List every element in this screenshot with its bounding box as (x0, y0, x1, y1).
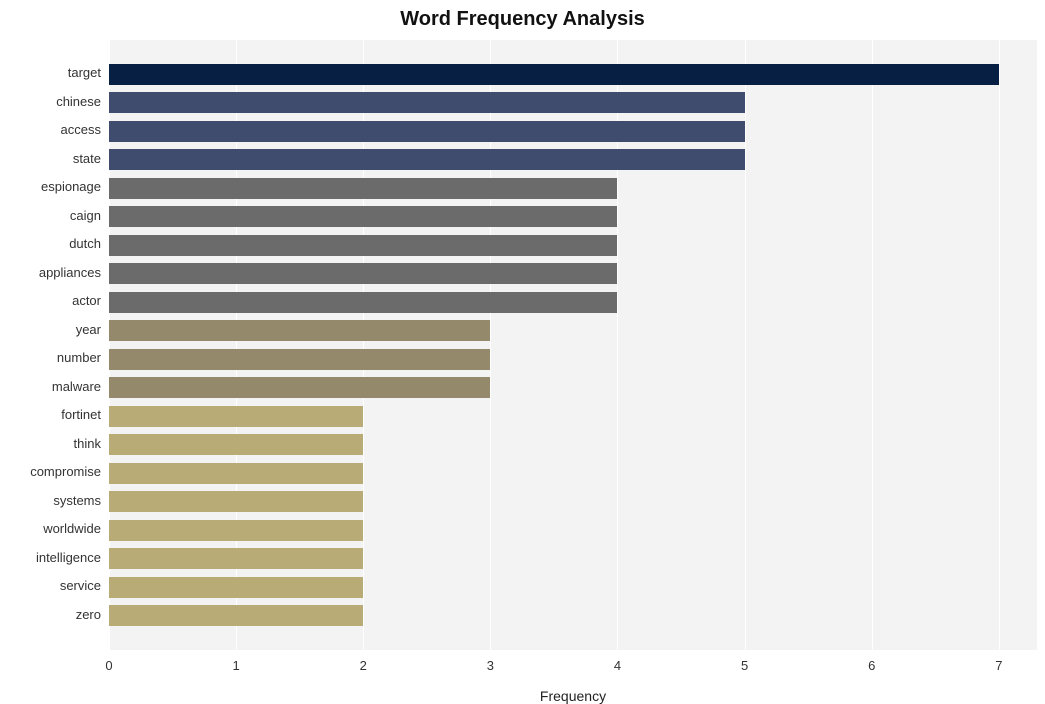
y-tick-label: year (76, 322, 109, 337)
chart-container: Word Frequency Analysis 01234567targetch… (0, 0, 1045, 701)
y-tick-label: caign (70, 208, 109, 223)
bar (109, 178, 617, 199)
bar (109, 349, 490, 370)
bar (109, 206, 617, 227)
bar (109, 292, 617, 313)
bar (109, 577, 363, 598)
bar (109, 235, 617, 256)
y-tick-label: actor (72, 293, 109, 308)
y-tick-label: state (73, 151, 109, 166)
x-tick: 1 (232, 650, 239, 673)
bar (109, 605, 363, 626)
y-tick-label: intelligence (36, 550, 109, 565)
y-tick-label: malware (52, 379, 109, 394)
y-tick-label: worldwide (43, 521, 109, 536)
bar (109, 548, 363, 569)
bar (109, 64, 999, 85)
y-tick-label: compromise (30, 464, 109, 479)
y-tick-label: access (61, 122, 109, 137)
bar (109, 434, 363, 455)
x-tick: 3 (487, 650, 494, 673)
gridline (999, 40, 1000, 650)
x-tick: 7 (995, 650, 1002, 673)
bar (109, 320, 490, 341)
bar (109, 149, 745, 170)
bar (109, 92, 745, 113)
x-tick: 4 (614, 650, 621, 673)
y-tick-label: chinese (56, 94, 109, 109)
y-tick-label: dutch (69, 236, 109, 251)
x-tick: 6 (868, 650, 875, 673)
gridline (872, 40, 873, 650)
x-axis-label: Frequency (109, 688, 1037, 704)
plot-area: 01234567targetchineseaccessstateespionag… (109, 40, 1037, 650)
bar (109, 491, 363, 512)
x-tick: 0 (105, 650, 112, 673)
y-tick-label: target (68, 65, 109, 80)
y-tick-label: service (60, 578, 109, 593)
x-tick: 2 (360, 650, 367, 673)
x-tick: 5 (741, 650, 748, 673)
bar (109, 406, 363, 427)
y-tick-label: appliances (39, 265, 109, 280)
y-tick-label: fortinet (61, 407, 109, 422)
bar (109, 520, 363, 541)
y-tick-label: zero (76, 607, 109, 622)
y-tick-label: number (57, 350, 109, 365)
bar (109, 377, 490, 398)
y-tick-label: think (74, 436, 109, 451)
bar (109, 263, 617, 284)
y-tick-label: espionage (41, 179, 109, 194)
chart-title: Word Frequency Analysis (0, 8, 1045, 31)
gridline (745, 40, 746, 650)
y-tick-label: systems (53, 493, 109, 508)
bar (109, 121, 745, 142)
bar (109, 463, 363, 484)
